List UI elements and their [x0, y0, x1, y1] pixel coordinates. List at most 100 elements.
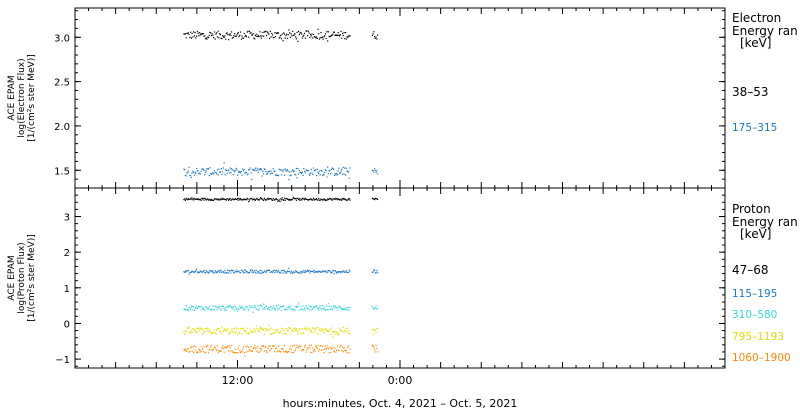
data-point [201, 168, 203, 170]
data-point [259, 198, 261, 200]
legend-entry: 795–1193 [732, 331, 784, 343]
data-point [322, 199, 324, 201]
data-point [339, 172, 341, 174]
plot-frame [74, 7, 726, 189]
data-point [316, 347, 318, 349]
data-point [344, 199, 346, 201]
data-point [247, 350, 249, 352]
data-point [341, 350, 343, 352]
data-point [248, 333, 251, 335]
data-point [295, 329, 297, 331]
data-point [349, 270, 351, 272]
data-point [299, 309, 301, 311]
data-point [234, 271, 236, 273]
data-point [293, 309, 295, 311]
data-point [315, 345, 317, 347]
data-point [184, 333, 186, 335]
data-point [206, 330, 208, 332]
data-point [289, 175, 291, 177]
data-point [226, 32, 228, 34]
data-point [348, 332, 350, 334]
data-point [342, 271, 344, 273]
data-point [342, 198, 344, 200]
data-point [210, 333, 213, 335]
data-point [346, 271, 348, 273]
data-point [334, 305, 336, 307]
data-point [233, 272, 235, 274]
data-point [327, 330, 329, 333]
data-point [288, 306, 290, 308]
data-point [210, 331, 212, 333]
data-point [211, 199, 213, 201]
data-point [319, 345, 321, 347]
data-point [373, 198, 375, 200]
data-point [325, 199, 327, 201]
data-point [266, 173, 268, 175]
data-point [225, 328, 227, 330]
data-point [347, 271, 349, 273]
data-point [242, 170, 245, 172]
data-point [273, 332, 275, 334]
data-point [218, 270, 220, 272]
data-point [339, 344, 341, 346]
data-point [311, 172, 313, 174]
data-point [292, 171, 294, 173]
data-point [276, 351, 278, 353]
data-point [200, 170, 202, 172]
data-point [248, 309, 250, 311]
data-point [334, 333, 336, 335]
data-point [237, 32, 239, 34]
data-point [306, 349, 308, 351]
data-point [184, 169, 186, 171]
data-point [282, 348, 284, 350]
data-point [261, 175, 263, 177]
data-point [290, 270, 292, 272]
data-point [347, 170, 349, 172]
data-point [279, 168, 281, 171]
data-point [311, 309, 313, 311]
data-point [328, 35, 330, 37]
data-point [282, 333, 284, 335]
data-point [234, 171, 236, 173]
data-point [321, 36, 324, 38]
data-point [377, 34, 379, 36]
data-point [283, 269, 285, 271]
y-tick-label: 2.0 [54, 122, 70, 133]
data-point [199, 172, 201, 174]
data-point [269, 309, 271, 311]
data-point [346, 170, 348, 172]
data-point [198, 271, 200, 273]
data-point [307, 269, 309, 271]
data-point [267, 171, 269, 173]
data-point [252, 272, 254, 274]
data-point [215, 271, 217, 273]
data-point [255, 170, 257, 172]
data-point [315, 37, 317, 39]
data-point [240, 269, 242, 271]
data-point [336, 199, 338, 201]
data-point [205, 199, 207, 201]
data-point [327, 270, 329, 272]
data-point [309, 329, 311, 331]
data-point [271, 172, 273, 174]
data-point [292, 196, 294, 199]
data-point [276, 33, 278, 35]
data-point [299, 197, 301, 200]
data-point [254, 329, 256, 331]
data-point [283, 329, 285, 332]
data-point [210, 309, 212, 311]
legend-entry: 175–315 [732, 122, 777, 134]
data-point [376, 327, 378, 329]
data-point [230, 272, 232, 274]
data-point [235, 269, 237, 271]
data-point [275, 328, 277, 331]
data-point [371, 271, 373, 273]
data-point [187, 309, 189, 311]
data-point [376, 347, 378, 349]
data-point [314, 169, 316, 172]
data-point [207, 198, 209, 200]
data-point [283, 33, 286, 35]
data-point [272, 305, 274, 307]
data-point [317, 171, 319, 173]
data-point [310, 330, 312, 332]
